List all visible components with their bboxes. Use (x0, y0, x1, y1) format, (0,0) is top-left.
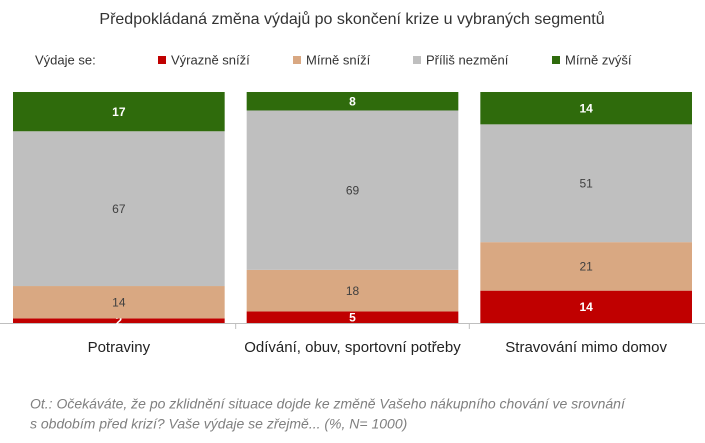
data-label: 67 (112, 202, 126, 216)
bar-segment (13, 318, 225, 323)
legend-swatch (158, 56, 166, 64)
x-tick-label: Odívání, obuv, sportovní potřeby (244, 339, 461, 356)
data-label: 14 (579, 101, 593, 115)
legend-label: Mírně zvýší (565, 52, 632, 67)
legend-swatch (293, 56, 301, 64)
data-label: 17 (112, 105, 126, 119)
legend-label: Mírně sníží (306, 52, 371, 67)
note: s obdobím před krizí? Vaše výdaje se zře… (30, 416, 407, 432)
data-label: 18 (346, 284, 360, 298)
legend-label: Příliš nezmění (426, 52, 509, 67)
data-label: 51 (579, 176, 593, 190)
data-label: 21 (579, 260, 593, 274)
bar-segment (246, 92, 459, 111)
x-tick-label: Potraviny (88, 339, 151, 356)
legend-swatch (552, 56, 560, 64)
bar-segment (13, 92, 225, 132)
bar-segment (13, 286, 225, 319)
data-label: 2 (115, 314, 122, 328)
data-label: 14 (112, 295, 126, 309)
data-label: 69 (346, 183, 360, 197)
legend-label: Výrazně sníží (171, 52, 250, 67)
data-label: 5 (349, 310, 356, 324)
legend-swatch (413, 56, 421, 64)
note: Ot.: Očekáváte, že po zklidnění situace … (30, 396, 627, 412)
bar-segment (246, 110, 459, 270)
bar-segment (480, 92, 692, 125)
data-label: 8 (349, 94, 356, 108)
bar-segment (246, 269, 459, 312)
chart-title: Předpokládaná změna výdajů po skončení k… (99, 10, 604, 28)
data-label: 14 (579, 300, 593, 314)
bar-segment (13, 131, 225, 287)
bar-segment (246, 311, 459, 323)
x-tick-label: Stravování mimo domov (505, 339, 667, 356)
bar-segment (480, 124, 692, 243)
bar-segment (480, 290, 692, 323)
bar-segment (480, 242, 692, 291)
legend-title: Výdaje se: (35, 52, 96, 67)
